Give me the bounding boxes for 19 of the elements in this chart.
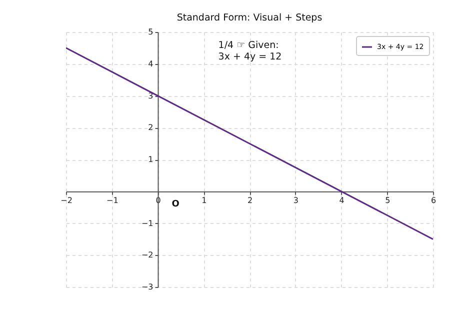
- annotation: 1/4 ☞ Given: 3x + 4y = 12: [218, 40, 282, 62]
- y-tick-label: 2: [148, 123, 154, 132]
- x-tick-label: 4: [339, 196, 344, 205]
- annotation: O: [172, 199, 180, 210]
- x-tick-label: −1: [106, 196, 118, 205]
- y-tick-label: −1: [141, 218, 154, 228]
- y-tick-label: 4: [148, 59, 154, 68]
- y-tick-label: −2: [141, 250, 154, 260]
- x-tick-label: 5: [385, 196, 390, 205]
- chart-title: Standard Form: Visual + Steps: [176, 12, 322, 24]
- x-tick-label: 1: [202, 196, 207, 205]
- x-tick-label: 3: [293, 196, 298, 205]
- x-tick-label: 6: [430, 196, 436, 205]
- y-tick-label: −3: [141, 282, 154, 292]
- y-tick-label: 5: [148, 28, 154, 36]
- x-tick-label: 2: [247, 196, 253, 205]
- y-tick-label: 3: [148, 91, 154, 100]
- y-tick-label: 1: [148, 155, 154, 164]
- x-tick-label: −2: [60, 196, 72, 205]
